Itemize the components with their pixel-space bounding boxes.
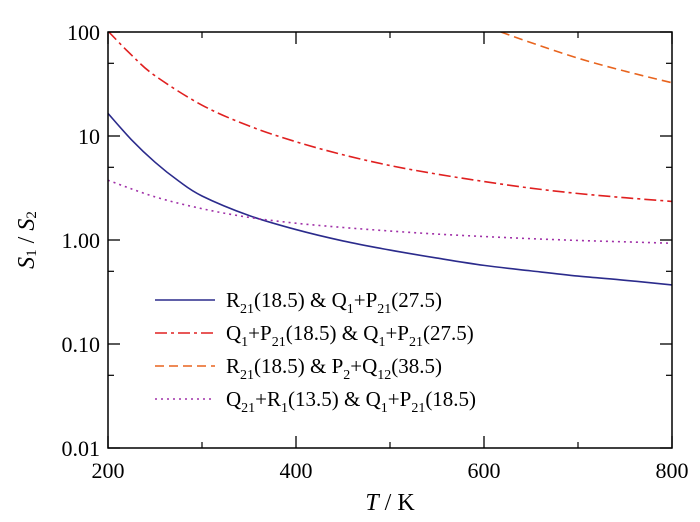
- series-line-1: [108, 112, 672, 286]
- x-axis-label: T / K: [365, 490, 415, 516]
- plot-frame: [107, 31, 673, 449]
- x-tick-label: 800: [656, 458, 689, 483]
- legend-entry-3: R21(18.5) & P2+Q12(38.5): [155, 354, 442, 383]
- y-tick-label: 0.10: [62, 332, 101, 357]
- y-tick-label: 100: [67, 20, 100, 45]
- x-axis-variable: T: [365, 490, 380, 516]
- x-tick-label: 600: [468, 458, 501, 483]
- legend-entry-4: Q21+R1(13.5) & Q1+P21(18.5): [155, 387, 476, 416]
- series-line-3: [500, 32, 672, 84]
- axis-ticks: [107, 31, 673, 449]
- y-axis-sub-b: 2: [24, 211, 40, 219]
- legend: R21(18.5) & Q1+P21(27.5) Q1+P21(18.5) & Q…: [155, 288, 476, 416]
- y-axis-var-a: S: [14, 257, 40, 269]
- legend-label: R21(18.5) & P2+Q12(38.5): [226, 354, 442, 383]
- axis-tick-labels: 200 400 600 800 0.01 0.10 1.00 10 100: [62, 20, 689, 483]
- series-line-4: [108, 179, 672, 245]
- legend-label: Q1+P21(18.5) & Q1+P21(27.5): [226, 321, 474, 350]
- legend-label: Q21+R1(13.5) & Q1+P21(18.5): [226, 387, 476, 416]
- x-axis-unit: / K: [379, 490, 416, 516]
- y-tick-label: 0.01: [62, 436, 101, 461]
- legend-label: R21(18.5) & Q1+P21(27.5): [226, 288, 442, 317]
- y-tick-label: 10: [78, 124, 100, 149]
- plot-lines: [108, 32, 672, 286]
- y-axis-var-b: S: [14, 219, 40, 231]
- legend-entry-1: R21(18.5) & Q1+P21(27.5): [155, 288, 442, 317]
- y-axis-sub-a: 1: [24, 249, 40, 257]
- x-tick-label: 200: [92, 458, 125, 483]
- y-axis-sep: /: [14, 231, 40, 250]
- y-axis-label: S1 / S2: [14, 211, 41, 269]
- series-line-2: [108, 32, 672, 203]
- x-tick-label: 400: [280, 458, 313, 483]
- y-tick-label: 1.00: [62, 228, 101, 253]
- legend-entry-2: Q1+P21(18.5) & Q1+P21(27.5): [155, 321, 474, 350]
